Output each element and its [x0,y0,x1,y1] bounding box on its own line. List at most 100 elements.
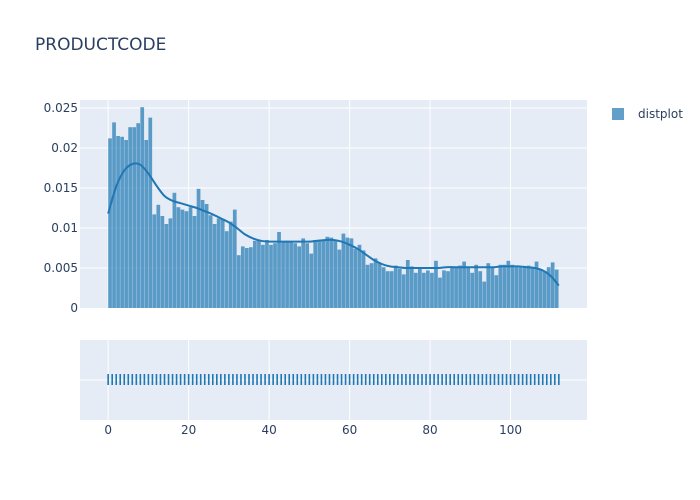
histogram-bar [112,122,116,309]
histogram-bar [281,242,285,308]
histogram-bar [253,240,257,308]
histogram-bar [369,263,374,308]
histogram-bar [385,271,390,308]
histogram-bar [337,249,342,308]
histogram-bar [393,265,398,308]
histogram-bar [357,244,362,308]
histogram-bar [550,262,555,308]
histogram-bar [120,136,124,308]
histogram-bar [345,237,350,308]
histogram-bar [160,216,165,308]
histogram-bar [446,271,450,308]
rug-marks [107,374,560,385]
rug-panel: 0 20 40 60 80 100 [80,340,587,437]
histogram-bar [228,221,233,308]
histogram-bar [132,127,137,308]
histogram-bar [361,250,366,308]
histogram-bar [116,136,120,308]
histogram-bar [136,123,141,308]
y-tick-labels: 0 0.005 0.01 0.015 0.02 0.025 [44,101,78,315]
histogram-bar [409,266,414,308]
histogram-bar [333,240,338,308]
histogram-bar [148,117,153,308]
histogram-bar [152,214,157,308]
histogram-bar [434,260,438,308]
x-tick-label: 0 [104,423,112,437]
histogram-bar [474,264,479,308]
histogram-bar [498,264,503,308]
histogram-bar [196,188,201,308]
histogram-bar [486,263,491,308]
histogram-panel: 0 0.005 0.01 0.015 0.02 0.025 [44,100,587,315]
histogram-bar [192,216,197,308]
histogram-bar [349,238,354,308]
y-tick-label: 0 [70,301,78,315]
histogram-bar [128,127,133,308]
histogram-bar [454,267,458,308]
histogram-bar [530,268,535,308]
histogram-bar [389,271,394,308]
histogram-bar [510,264,515,308]
histogram-bar [257,240,261,308]
histogram-bar [321,240,326,308]
histogram-bar [277,232,281,308]
histogram-bar [261,244,265,308]
histogram-bar [317,240,322,308]
chart-title: PRODUCTCODE [35,35,166,55]
histogram-bar [273,243,277,308]
histogram-bar [176,207,181,308]
histogram-bar [494,275,499,308]
histogram-bar [442,270,446,308]
histogram-bar [124,140,128,308]
histogram-bar [180,209,185,308]
x-tick-label: 60 [342,423,357,437]
histogram-bar [184,211,189,308]
histogram-bar [244,248,249,308]
histogram-bar [518,267,523,308]
kde-curve [107,162,560,287]
y-tick-label: 0.025 [44,101,78,115]
histogram-bar [522,267,527,308]
legend-label: distplot [638,107,683,121]
histogram-bar [526,265,531,308]
histogram-bar [329,237,334,308]
histogram-bar [490,268,495,308]
histogram-bar [514,265,519,308]
histogram-bar [249,247,253,308]
histogram-bar [313,240,318,308]
histogram-bar [482,281,487,308]
histogram-bar [466,268,471,308]
histogram-bar [506,260,511,308]
histogram-bar [365,264,370,308]
histogram-bar [305,243,310,308]
histogram-bar [430,272,434,308]
histogram-bar [309,253,314,308]
histogram-bar [289,241,293,308]
histogram-bar [381,267,386,308]
histogram-bar [401,274,406,308]
histogram-bar [220,219,225,308]
histogram-bar [458,265,462,308]
histogram-bar [144,140,149,308]
legend[interactable]: distplot [612,107,683,121]
histogram-bar [164,224,169,308]
y-tick-label: 0.005 [44,261,78,275]
histogram-bar [265,240,269,308]
histogram-bar [478,271,483,308]
histogram-bar [546,267,551,308]
histogram-bar [426,270,430,308]
histogram-bar [285,240,289,308]
histogram-bar [156,204,161,308]
legend-swatch [612,108,624,120]
histogram-bar [204,204,209,308]
histogram-bar [534,261,539,308]
histogram-bar [325,236,330,308]
histogram-bar [297,246,302,308]
histogram-bar [462,261,466,308]
histogram-bar [538,269,543,308]
histogram-bar [470,272,475,308]
y-tick-label: 0.02 [51,141,78,155]
y-tick-label: 0.01 [51,221,78,235]
histogram-bar [341,233,346,308]
histogram-bar [212,224,217,308]
